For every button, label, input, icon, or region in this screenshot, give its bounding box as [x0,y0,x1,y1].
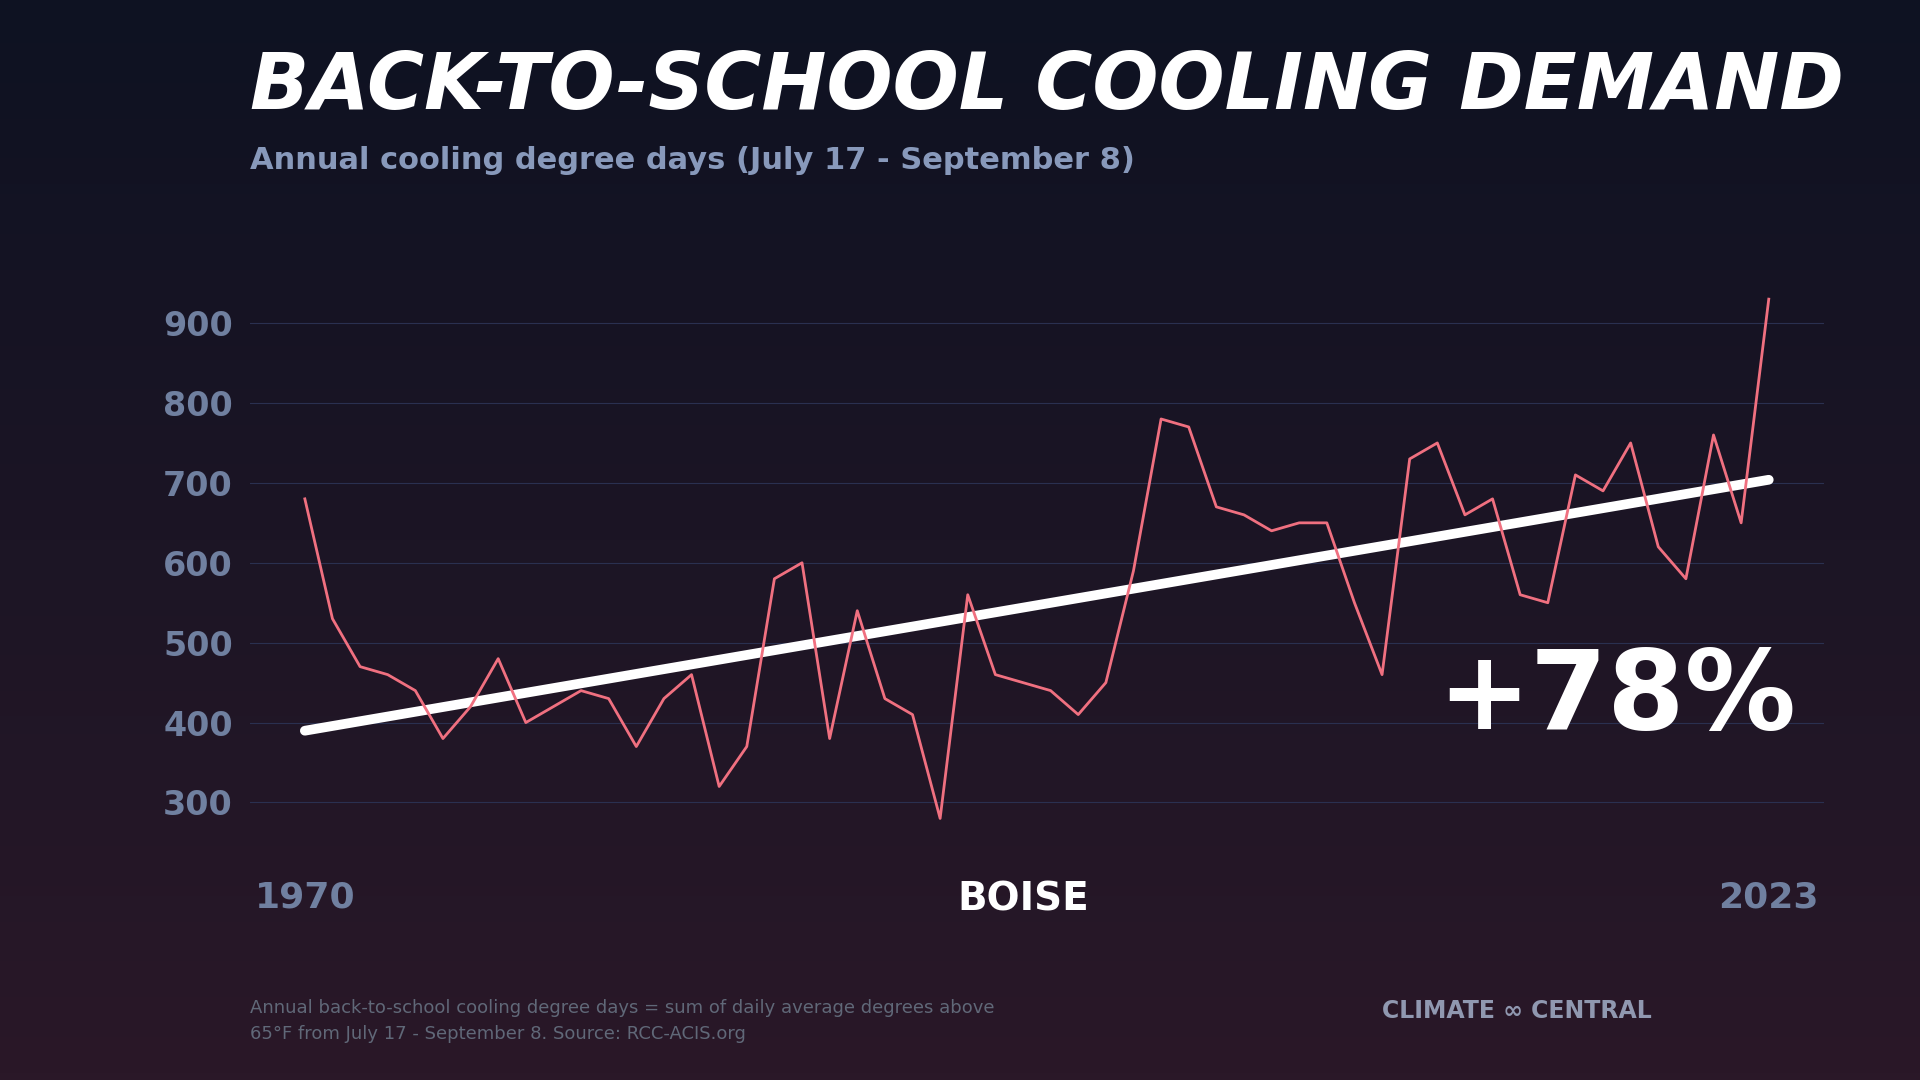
Text: CLIMATE ∞ CENTRAL: CLIMATE ∞ CENTRAL [1382,999,1651,1023]
Text: Annual back-to-school cooling degree days = sum of daily average degrees above
6: Annual back-to-school cooling degree day… [250,999,995,1043]
Text: +78%: +78% [1438,645,1797,752]
Text: 2023: 2023 [1718,880,1818,914]
Text: 1970: 1970 [255,880,355,914]
Text: BOISE: BOISE [956,880,1089,918]
Text: Annual cooling degree days (July 17 - September 8): Annual cooling degree days (July 17 - Se… [250,146,1135,175]
Text: BACK-TO-SCHOOL COOLING DEMAND: BACK-TO-SCHOOL COOLING DEMAND [250,49,1843,124]
